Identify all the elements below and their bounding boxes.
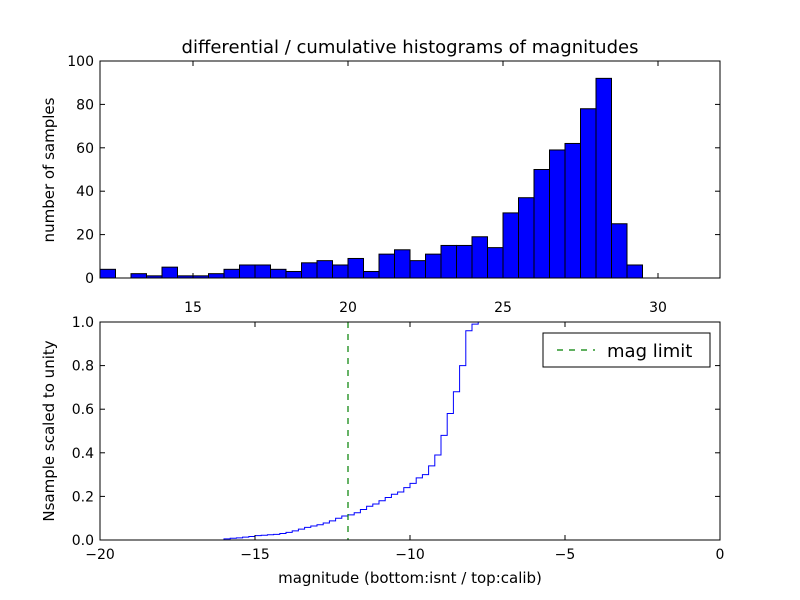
histogram-bar	[518, 197, 535, 279]
x-tick-label: 20	[339, 300, 357, 316]
histogram-bar	[425, 253, 442, 279]
y-tick-label: 0.8	[72, 359, 94, 375]
cumulative-frame	[99, 321, 721, 541]
histogram-bar	[239, 264, 256, 279]
x-tick-label: 30	[649, 300, 667, 316]
histogram-bar	[301, 262, 318, 279]
histogram-bar	[533, 169, 550, 279]
cumulative-step-line	[100, 321, 485, 541]
x-tick-label: −20	[85, 547, 115, 563]
y-tick-label: 60	[76, 141, 94, 157]
histogram-bar	[347, 257, 364, 279]
histogram-bar	[208, 273, 225, 279]
y-tick-label: 0.0	[72, 533, 94, 549]
histogram-bar	[549, 149, 566, 279]
histogram-bar	[285, 270, 302, 279]
histogram-axes: differential / cumulative histograms of …	[40, 37, 721, 316]
x-tick-label: −5	[555, 547, 576, 563]
histogram-bar	[332, 264, 349, 279]
histogram-bar	[99, 268, 116, 279]
legend-label: mag limit	[607, 341, 692, 362]
histogram-bar	[409, 260, 426, 279]
histogram-bars	[99, 77, 643, 279]
chart-title: differential / cumulative histograms of …	[182, 37, 639, 58]
histogram-bar	[223, 268, 240, 279]
y-tick-label: 40	[76, 184, 94, 200]
y-tick-label: 0	[85, 271, 94, 287]
histogram-frame	[99, 60, 721, 279]
y-tick-label: 100	[67, 54, 94, 70]
histogram-bar	[394, 249, 411, 279]
histogram-y-label: number of samples	[40, 97, 58, 242]
histogram-bar	[626, 264, 643, 279]
histogram-bar	[611, 223, 628, 279]
histogram-bar	[254, 264, 271, 279]
histogram-bar	[502, 212, 519, 279]
histogram-bar	[471, 236, 488, 279]
cumulative-ticks: 0.0 0.2 0.4 0.6 0.8 1.0 −20 −15 −10 −5 0	[72, 315, 725, 563]
histogram-bar	[595, 77, 612, 279]
x-tick-label: 25	[494, 300, 512, 316]
cumulative-axes: 0.0 0.2 0.4 0.6 0.8 1.0 −20 −15 −10 −5 0 Nsample s…	[40, 315, 724, 587]
y-tick-label: 20	[76, 228, 94, 244]
cumulative-y-label: Nsample scaled to unity	[40, 340, 58, 521]
x-tick-label: −15	[240, 547, 270, 563]
y-tick-label: 0.4	[72, 446, 94, 462]
histogram-bar	[270, 268, 287, 279]
histogram-bar	[564, 142, 581, 279]
y-tick-label: 80	[76, 97, 94, 113]
legend: mag limit	[542, 332, 711, 368]
histogram-bar	[161, 266, 178, 279]
histogram-bar	[456, 244, 473, 279]
cumulative-lines	[100, 321, 485, 541]
y-tick-label: 1.0	[72, 315, 94, 331]
x-axis-label: magnitude (bottom:isnt / top:calib)	[278, 569, 542, 587]
x-tick-label: 0	[716, 547, 725, 563]
y-tick-label: 0.6	[72, 402, 94, 418]
histogram-ticks: 0 20 40 60 80 100 15 20 25 30	[67, 54, 720, 316]
histogram-bar	[363, 270, 380, 279]
histogram-bar	[487, 247, 504, 279]
y-tick-label: 0.2	[72, 489, 94, 505]
histogram-bar	[440, 244, 457, 279]
x-tick-label: −10	[395, 547, 425, 563]
histogram-bar	[316, 260, 333, 279]
histogram-bar	[130, 273, 147, 279]
histogram-bar	[580, 108, 597, 279]
histogram-bar	[378, 253, 395, 279]
x-tick-label: 15	[184, 300, 202, 316]
